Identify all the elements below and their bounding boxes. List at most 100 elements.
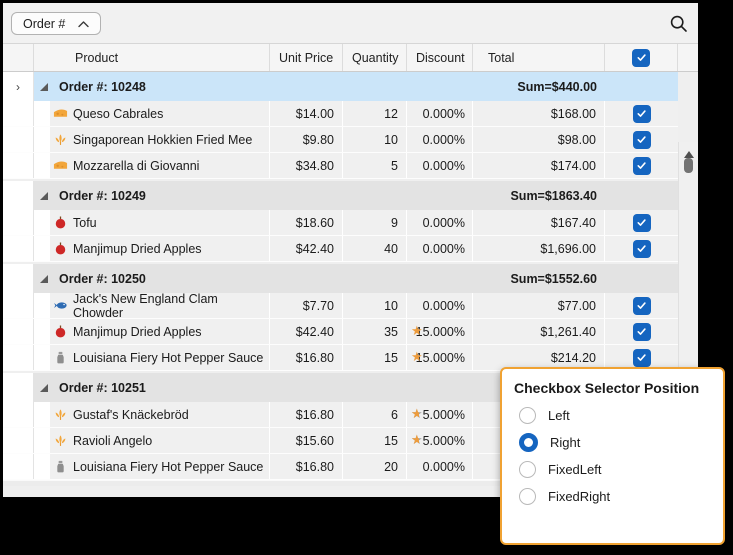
expand-icon[interactable] bbox=[39, 274, 49, 284]
discount-value: 0.000% bbox=[422, 459, 465, 474]
group-row[interactable]: Order #: 10250 Sum=$1552.60 bbox=[3, 264, 678, 293]
unit-price-cell: $16.80 bbox=[270, 345, 343, 370]
checkbox-cell bbox=[605, 236, 678, 261]
discount-value: 5.000% bbox=[422, 433, 465, 448]
group-indent bbox=[34, 236, 50, 261]
row-indicator-cell bbox=[3, 127, 34, 152]
column-header-discount[interactable]: Discount bbox=[407, 44, 473, 71]
header-scrollbar-spacer bbox=[678, 44, 698, 71]
group-row-content: Order #: 10249 Sum=$1863.40 bbox=[34, 181, 678, 210]
row-checkbox[interactable] bbox=[632, 156, 651, 175]
checkbox-cell bbox=[605, 210, 678, 235]
group-row-label: Order #: 10251 bbox=[59, 380, 146, 395]
product-name: Manjimup Dried Apples bbox=[73, 241, 202, 256]
table-row[interactable]: Jack's New England Clam Chowder $7.70 10 0.… bbox=[3, 292, 678, 320]
discount-cell: 0.000% bbox=[407, 127, 473, 152]
rows-region: › Order #: 10248 Sum=$440.00 Queso Cabrales… bbox=[3, 72, 698, 497]
quantity-cell: 9 bbox=[343, 210, 407, 235]
row-checkbox[interactable] bbox=[632, 239, 651, 258]
row-checkbox[interactable] bbox=[632, 322, 651, 341]
group-row[interactable]: › Order #: 10248 Sum=$440.00 bbox=[3, 72, 678, 101]
column-header-unit-price[interactable]: Unit Price bbox=[270, 44, 343, 71]
radio-button-icon[interactable] bbox=[519, 433, 538, 452]
radio-option-right[interactable]: Right bbox=[502, 429, 723, 456]
discount-value: 15.000% bbox=[415, 350, 465, 365]
scroll-up-icon[interactable] bbox=[683, 146, 695, 158]
column-header-quantity-label: Quantity bbox=[352, 50, 399, 65]
radio-option-label: FixedRight bbox=[548, 489, 611, 504]
popup-options: Left Right FixedLeft FixedRight bbox=[502, 402, 723, 510]
product-name: Tofu bbox=[73, 215, 97, 230]
radio-button-icon[interactable] bbox=[519, 407, 536, 424]
scrollbar-thumb[interactable] bbox=[684, 158, 693, 173]
quantity-cell: 10 bbox=[343, 293, 407, 318]
table-row[interactable]: Queso Cabrales $14.00 12 0.000% $168.00 bbox=[3, 101, 678, 127]
sauce-bottle-icon bbox=[53, 459, 68, 474]
empty-area bbox=[3, 480, 678, 486]
quantity-cell: 35 bbox=[343, 319, 407, 344]
discount-value: 0.000% bbox=[422, 241, 465, 256]
radio-option-fixedright[interactable]: FixedRight bbox=[502, 483, 723, 510]
grain-icon bbox=[53, 407, 68, 422]
checkbox-cell bbox=[605, 293, 678, 318]
table-row[interactable]: Manjimup Dried Apples $42.40 40 0.000% $1,69… bbox=[3, 236, 678, 262]
row-checkbox[interactable] bbox=[632, 130, 651, 149]
discount-value: 0.000% bbox=[422, 132, 465, 147]
group-sum-label: Sum=$440.00 bbox=[517, 79, 597, 94]
group-by-chip[interactable]: Order # bbox=[11, 12, 102, 35]
table-row[interactable]: Louisiana Fiery Hot Pepper Sauce $16.80 15… bbox=[3, 345, 678, 371]
quantity-cell: 12 bbox=[343, 101, 407, 126]
quantity-cell: 15 bbox=[343, 428, 407, 453]
radio-option-fixedleft[interactable]: FixedLeft bbox=[502, 456, 723, 483]
column-header-quantity[interactable]: Quantity bbox=[343, 44, 407, 71]
discount-star-icon: ★ ★ bbox=[411, 433, 423, 448]
expand-icon[interactable] bbox=[39, 191, 49, 201]
group-row[interactable]: Order #: 10249 Sum=$1863.40 bbox=[3, 181, 678, 210]
discount-value: 0.000% bbox=[422, 298, 465, 313]
group-sum-label: Sum=$1552.60 bbox=[510, 271, 597, 286]
row-checkbox[interactable] bbox=[632, 213, 651, 232]
discount-cell: 0.000% bbox=[407, 293, 473, 318]
group-row-content: Order #: 10248 Sum=$440.00 bbox=[34, 72, 678, 101]
checkbox-cell bbox=[605, 153, 678, 178]
discount-value: 15.000% bbox=[415, 324, 465, 339]
row-indicator-cell bbox=[3, 373, 34, 402]
table-row[interactable]: Manjimup Dried Apples $42.40 35 ★ 15.000% $1,… bbox=[3, 319, 678, 345]
discount-star-icon: ★ bbox=[411, 350, 423, 365]
product-cell: Singaporean Hokkien Fried Mee bbox=[50, 127, 270, 152]
group-row-content: Order #: 10250 Sum=$1552.60 bbox=[34, 264, 678, 293]
row-checkbox[interactable] bbox=[632, 296, 651, 315]
chevron-up-icon bbox=[78, 17, 90, 31]
radio-option-left[interactable]: Left bbox=[502, 402, 723, 429]
group-indent bbox=[34, 210, 50, 235]
rows-container: › Order #: 10248 Sum=$440.00 Queso Cabrales… bbox=[3, 72, 678, 486]
expand-icon[interactable] bbox=[39, 82, 49, 92]
table-row[interactable]: Singaporean Hokkien Fried Mee $9.80 10 0.00… bbox=[3, 127, 678, 153]
column-header-product[interactable]: Product bbox=[34, 44, 270, 71]
table-row[interactable]: Tofu $18.60 9 0.000% $167.40 bbox=[3, 210, 678, 236]
discount-value: 0.000% bbox=[422, 158, 465, 173]
group-indent bbox=[34, 402, 50, 427]
row-indicator-cell bbox=[3, 293, 34, 318]
radio-button-icon[interactable] bbox=[519, 488, 536, 505]
unit-price-cell: $14.00 bbox=[270, 101, 343, 126]
search-icon[interactable] bbox=[669, 14, 689, 34]
row-checkbox[interactable] bbox=[632, 348, 651, 367]
discount-cell: ★ 15.000% bbox=[407, 345, 473, 370]
column-header-total-label: Total bbox=[488, 50, 515, 65]
radio-option-label: Left bbox=[548, 408, 570, 423]
product-name: Gustaf's Knäckebröd bbox=[73, 407, 189, 422]
expand-icon[interactable] bbox=[39, 383, 49, 393]
select-all-checkbox[interactable] bbox=[632, 48, 650, 67]
fish-icon bbox=[53, 298, 68, 313]
product-name: Queso Cabrales bbox=[73, 106, 164, 121]
cheese-icon bbox=[53, 106, 68, 121]
table-row[interactable]: Mozzarella di Giovanni $34.80 5 0.000% $174.… bbox=[3, 153, 678, 179]
radio-button-icon[interactable] bbox=[519, 461, 536, 478]
product-name: Louisiana Fiery Hot Pepper Sauce bbox=[73, 350, 264, 365]
discount-value: 5.000% bbox=[422, 407, 465, 422]
column-header-total[interactable]: Total bbox=[473, 44, 605, 71]
row-checkbox[interactable] bbox=[632, 104, 651, 123]
total-cell: $98.00 bbox=[473, 127, 605, 152]
popup-title: Checkbox Selector Position bbox=[514, 380, 700, 396]
